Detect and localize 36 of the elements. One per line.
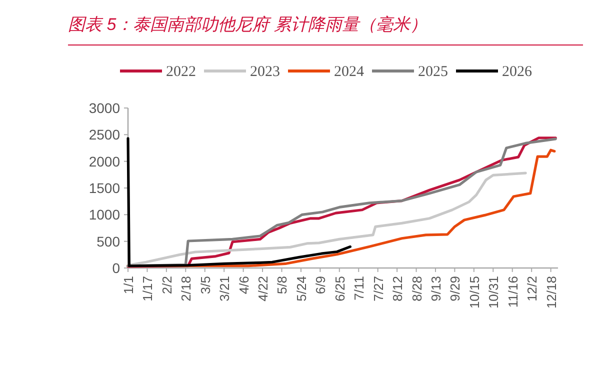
x-tick-label: 2/18	[178, 276, 194, 302]
x-tick-label: 3/5	[198, 276, 213, 294]
y-tick-label: 500	[96, 233, 120, 250]
legend-label: 2022	[166, 64, 196, 80]
x-tick-label: 4/6	[236, 276, 252, 294]
x-tick-label: 4/22	[256, 276, 271, 302]
y-tick-label: 1000	[88, 206, 120, 223]
x-tick-label: 2/2	[159, 276, 174, 294]
x-tick-label: 6/25	[332, 276, 348, 302]
x-tick-label: 8/28	[409, 276, 424, 302]
x-tick-label: 3/21	[217, 276, 232, 302]
x-tick-label: 10/31	[486, 276, 502, 309]
x-tick-label: 7/11	[352, 276, 367, 300]
x-tick-label: 12/18	[544, 276, 559, 309]
y-tick-label: 3000	[88, 100, 120, 116]
y-tick-label: 0	[112, 260, 120, 276]
y-tick-label: 2500	[88, 126, 120, 143]
legend-label: 2023	[250, 64, 280, 80]
y-tick-label: 2000	[88, 153, 120, 170]
x-tick-label: 5/8	[274, 276, 290, 294]
x-tick-label: 6/9	[313, 276, 328, 294]
x-tick-label: 1/17	[140, 276, 156, 302]
legend-label: 2024	[334, 64, 364, 80]
x-tick-label: 8/12	[390, 276, 406, 302]
legend-label: 2025	[418, 64, 448, 80]
x-tick-label: 10/15	[466, 276, 482, 309]
x-tick-label: 9/29	[448, 276, 463, 302]
x-tick-label: 12/2	[524, 276, 540, 302]
x-tick-label: 9/13	[428, 276, 444, 302]
legend-label: 2026	[502, 64, 532, 80]
y-tick-label: 1500	[88, 180, 120, 196]
x-tick-label: 1/1	[121, 276, 136, 294]
chart-title: 图表 5：泰国南部叻他尼府 累计降雨量（毫米）	[68, 15, 427, 34]
x-tick-label: 5/24	[294, 276, 309, 302]
x-tick-label: 11/16	[505, 276, 520, 308]
x-tick-label: 7/27	[370, 276, 386, 302]
